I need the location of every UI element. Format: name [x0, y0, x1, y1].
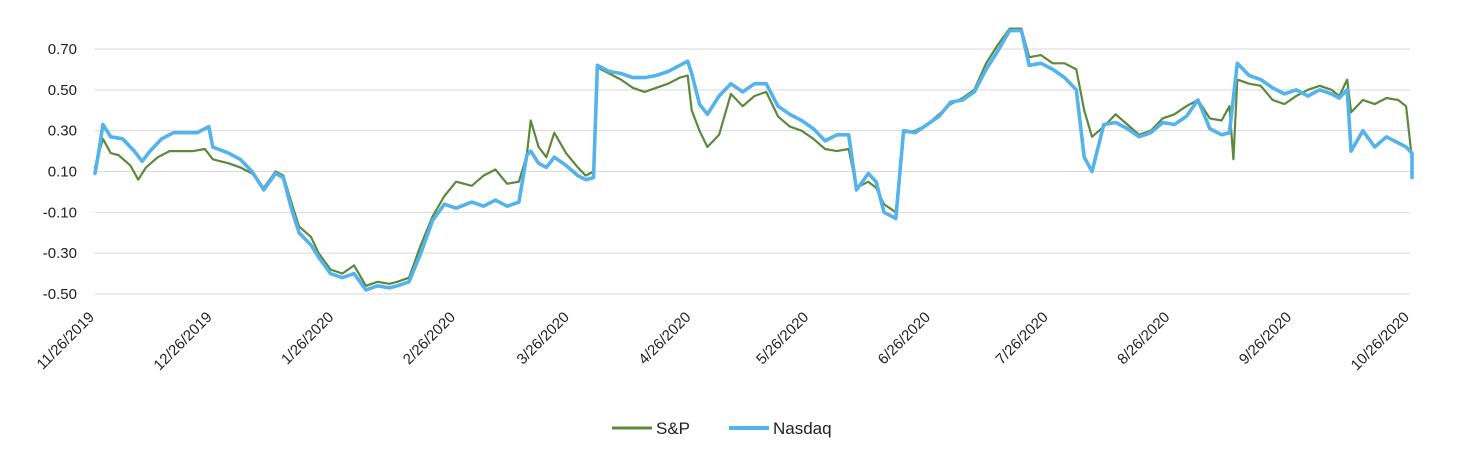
x-tick-label: 6/26/2020 [875, 309, 934, 368]
series-lines [93, 27, 1414, 292]
y-tick-label: -0.30 [43, 245, 77, 262]
x-tick-label: 1/26/2020 [278, 309, 337, 368]
x-tick-label: 3/26/2020 [514, 309, 573, 368]
y-tick-label: 0.50 [48, 82, 77, 99]
y-tick-label: -0.50 [43, 286, 77, 303]
y-tick-label: 0.10 [48, 164, 77, 181]
legend-label-nasdaq: Nasdaq [773, 419, 832, 438]
y-axis-tick-labels: 0.70 0.50 0.30 0.10 -0.10 -0.30 -0.50 [43, 41, 77, 303]
x-tick-label: 10/26/2020 [1348, 309, 1413, 374]
x-tick-label: 7/26/2020 [992, 309, 1051, 368]
series-line-nasdaq [93, 28, 1414, 292]
x-tick-label: 12/26/2019 [150, 309, 215, 374]
x-tick-label: 4/26/2020 [635, 309, 694, 368]
y-tick-label: 0.70 [48, 41, 77, 58]
series-line-sp [93, 27, 1414, 287]
legend-label-sp: S&P [656, 419, 690, 438]
y-tick-label: -0.10 [43, 204, 77, 221]
x-tick-label: 9/26/2020 [1236, 309, 1295, 368]
legend: S&P Nasdaq [612, 419, 832, 438]
x-tick-label: 8/26/2020 [1114, 309, 1173, 368]
y-tick-label: 0.30 [48, 123, 77, 140]
x-axis-tick-labels: 11/26/2019 12/26/2019 1/26/2020 2/26/2020 3/… [34, 309, 1413, 374]
x-tick-label: 11/26/2019 [34, 309, 98, 373]
x-tick-label: 5/26/2020 [753, 309, 812, 368]
x-tick-label: 2/26/2020 [400, 309, 459, 368]
